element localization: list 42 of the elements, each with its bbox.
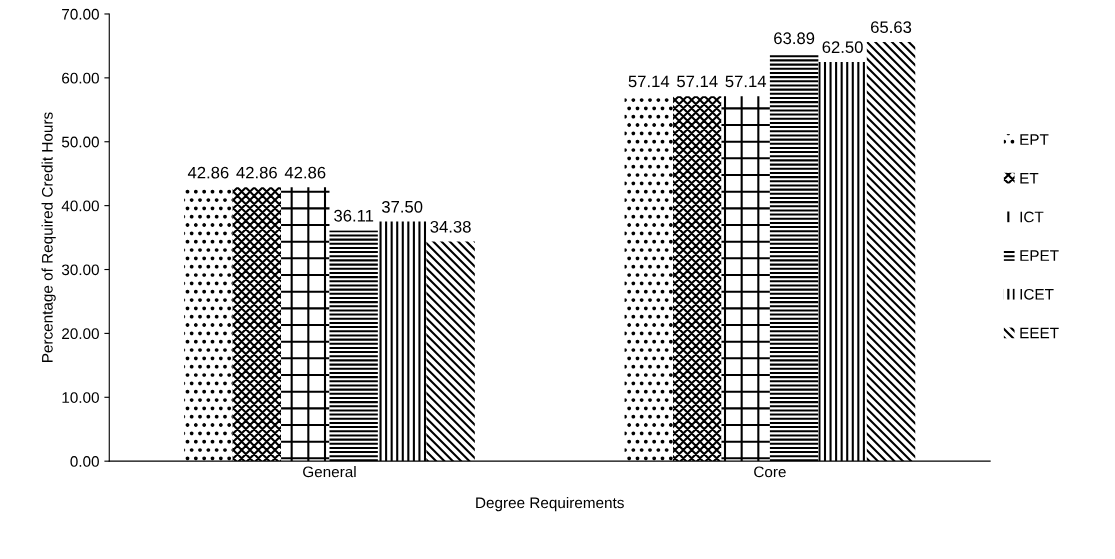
y-tick-label: 50.00 <box>61 136 99 148</box>
legend-label: ICT <box>1020 211 1044 223</box>
y-tick-label: 0.00 <box>70 456 99 467</box>
y-tick-label: 40.00 <box>61 200 99 212</box>
bar <box>673 96 722 462</box>
data-label: 63.89 <box>774 32 815 45</box>
legend-label: EEET <box>1020 327 1059 339</box>
y-axis-title: Percentage of Required Credit Hours <box>41 112 56 362</box>
bar <box>329 230 378 462</box>
bar <box>769 53 819 462</box>
data-label: 42.86 <box>284 166 326 179</box>
bar <box>184 187 233 462</box>
legend-label: EPT <box>1020 134 1049 145</box>
bar <box>818 61 867 462</box>
bar <box>281 187 330 462</box>
data-label: 34.38 <box>430 220 471 233</box>
x-axis-title: Degree Requirements <box>476 496 624 512</box>
bar <box>866 41 916 462</box>
bar <box>624 96 674 462</box>
data-label: 65.63 <box>871 21 912 34</box>
legend-label: ET <box>1020 172 1039 184</box>
y-tick-label: 70.00 <box>62 8 99 20</box>
legend-label: ICET <box>1020 288 1054 300</box>
data-label: 36.11 <box>334 209 374 222</box>
data-label: 62.50 <box>822 41 863 54</box>
y-tick-label: 20.00 <box>62 328 99 340</box>
data-label: 57.14 <box>677 75 718 88</box>
data-label: 57.14 <box>725 75 767 88</box>
data-label: 42.86 <box>187 166 229 179</box>
data-label: 57.14 <box>628 75 670 88</box>
data-label: 37.50 <box>381 200 423 213</box>
y-tick-label: 10.00 <box>62 392 99 403</box>
y-tick-label: 60.00 <box>62 72 99 84</box>
bar <box>721 96 770 462</box>
x-tick-label: General <box>303 466 356 478</box>
bar <box>232 187 282 462</box>
data-label: 42.86 <box>236 166 277 179</box>
y-tick-label: 30.00 <box>61 264 99 276</box>
x-tick-label: Core <box>754 466 786 478</box>
bar <box>426 241 475 462</box>
legend-label: EPET <box>1020 250 1059 261</box>
bar <box>377 221 427 462</box>
